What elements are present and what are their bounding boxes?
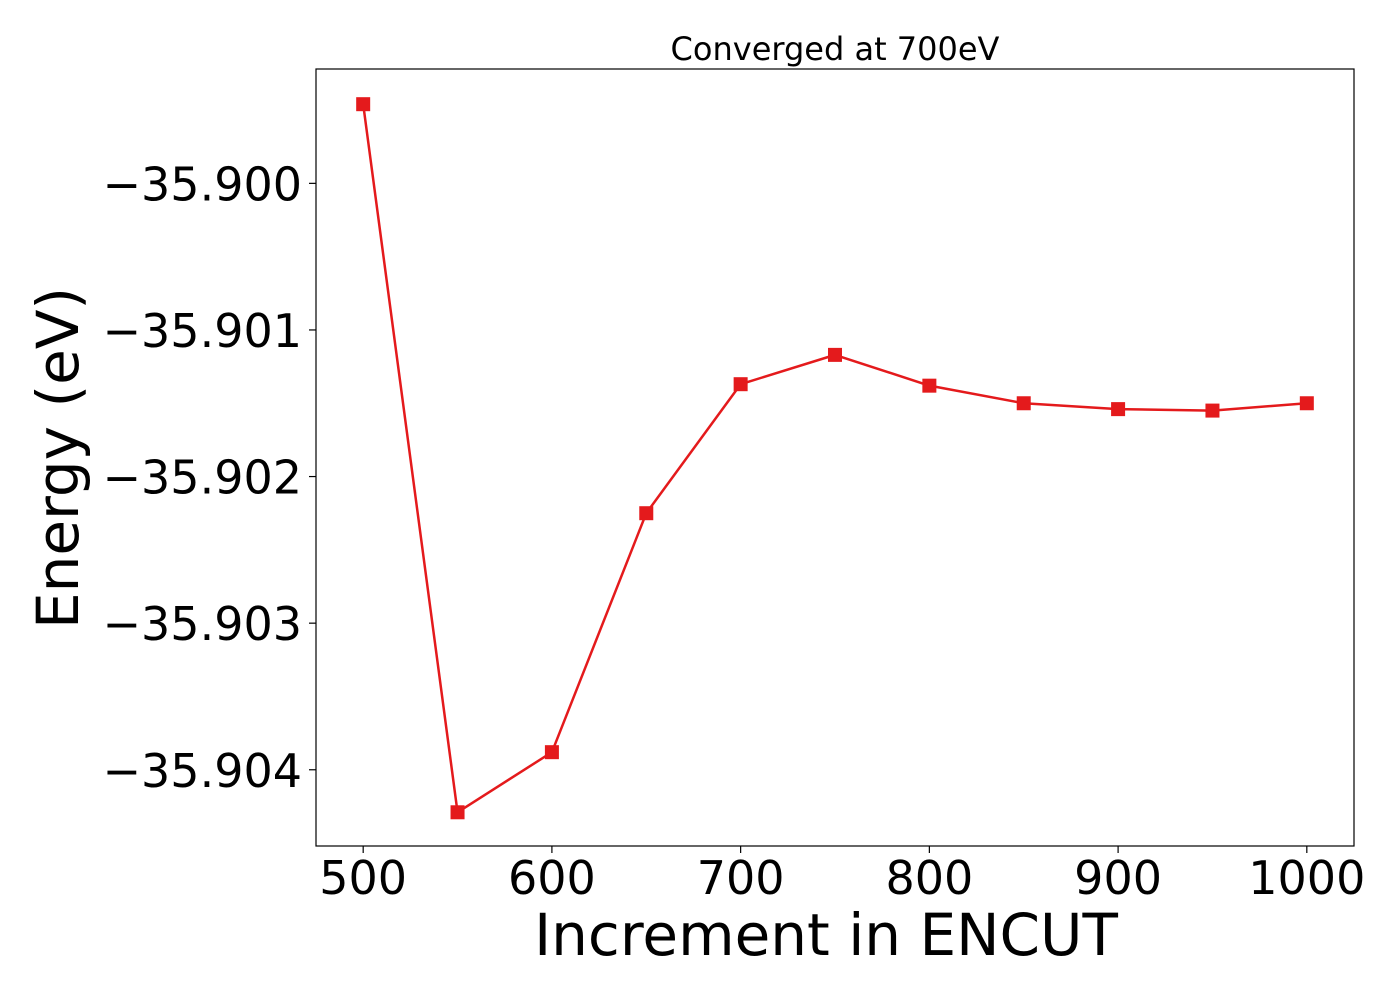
y-axis-label: Energy (eV) xyxy=(24,287,92,629)
data-point xyxy=(356,97,371,112)
data-point xyxy=(922,378,937,393)
x-axis-label: Increment in ENCUT xyxy=(534,901,1118,969)
data-point xyxy=(733,377,748,392)
y-tick-label: −35.902 xyxy=(103,451,303,505)
data-point xyxy=(544,745,559,760)
data-point xyxy=(1299,396,1314,411)
data-point xyxy=(1111,402,1126,417)
x-axis: 500 600 700 800 900 1000 xyxy=(319,846,1365,905)
x-tick-label: 600 xyxy=(508,851,596,905)
x-tick-label: 800 xyxy=(885,851,973,905)
plot-area xyxy=(315,68,1355,847)
y-axis: −35.900 −35.901 −35.902 −35.903 −35.904 xyxy=(103,157,316,798)
data-point xyxy=(450,805,465,820)
x-tick-label: 1000 xyxy=(1248,851,1365,905)
y-tick-label: −35.901 xyxy=(103,304,303,358)
y-tick-label: −35.903 xyxy=(103,597,303,651)
x-tick-label: 700 xyxy=(697,851,785,905)
data-point xyxy=(639,506,654,521)
series-line xyxy=(361,104,1307,814)
data-point xyxy=(1205,403,1220,418)
chart-title: Converged at 700eV xyxy=(671,30,1000,68)
x-tick-label: 500 xyxy=(319,851,407,905)
data-point xyxy=(828,347,842,362)
series-layer xyxy=(356,97,1314,820)
y-tick-label: −35.904 xyxy=(103,744,303,798)
x-tick-label: 900 xyxy=(1074,851,1162,905)
data-point xyxy=(1016,396,1031,411)
y-tick-label: −35.900 xyxy=(103,157,303,211)
